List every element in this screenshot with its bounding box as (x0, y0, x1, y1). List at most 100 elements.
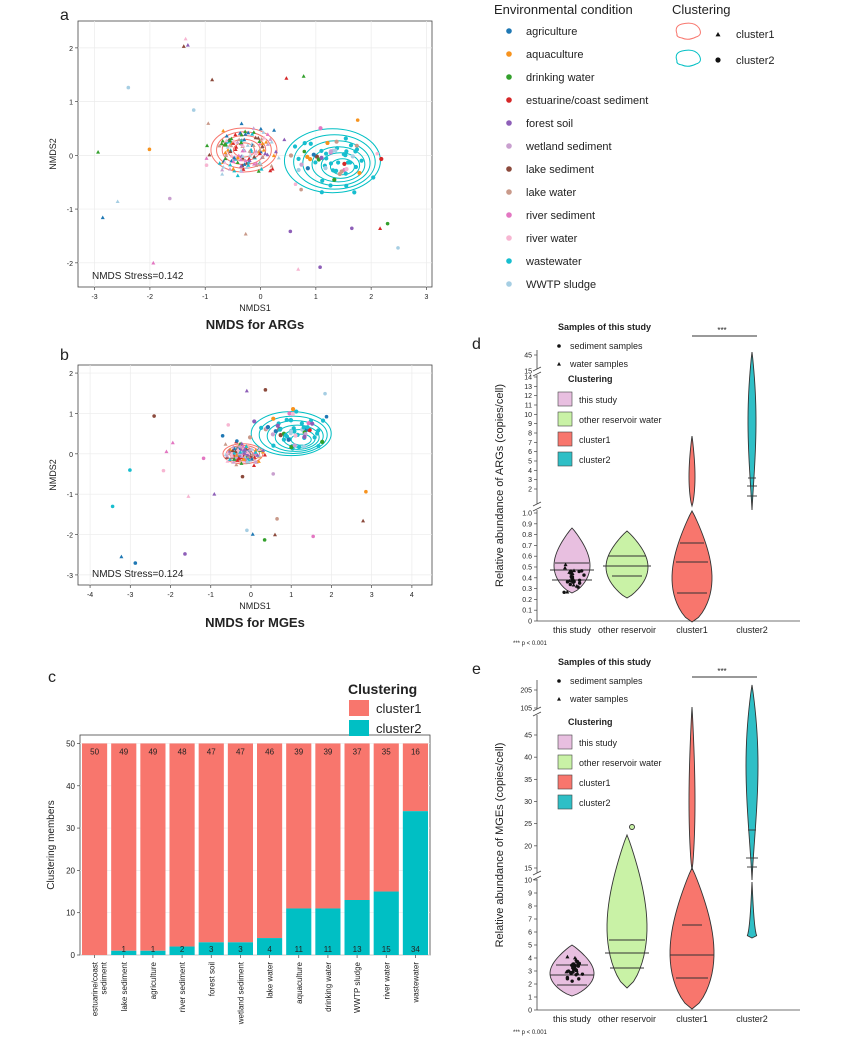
violin-mges-sample-sediment (576, 964, 581, 968)
bar-cluster2-label: 15 (382, 945, 391, 954)
bar-cluster1 (344, 743, 370, 900)
nmds-mges-point-cluster1 (225, 453, 230, 458)
nmds-mges-point-cluster2 (307, 427, 312, 433)
nmds-args-point-cluster1 (265, 132, 270, 136)
nmds-args-point-cluster2 (337, 171, 342, 177)
nmds-mges-point-cluster1 (230, 448, 235, 453)
bar-cluster1 (257, 743, 283, 939)
nmds-args-point-cluster1 (245, 143, 250, 147)
nmds-args-point-cluster1 (246, 130, 251, 135)
nmds-args-tick-label-y: 0 (69, 153, 73, 160)
bar-cluster1 (111, 743, 137, 951)
nmds-mges-point-cluster2 (296, 444, 302, 450)
violin-args-category-label: this study (553, 625, 592, 635)
nmds-mges-point-cluster2 (302, 444, 307, 449)
nmds-args-tick-label-y: -1 (67, 207, 73, 214)
bar-legend-label-cluster2: cluster2 (376, 721, 422, 736)
nmds-args-point-cluster2 (357, 170, 362, 176)
nmds-mges-point-cluster2 (290, 411, 295, 417)
nmds-args-point-outlier (243, 231, 248, 236)
nmds-mges-point-cluster2 (277, 427, 283, 432)
nmds-mges-x-axis-label: NMDS1 (239, 601, 271, 611)
violin-mges-tick-label-lower: 5 (528, 943, 532, 950)
nmds-args-point-cluster1 (240, 154, 245, 158)
nmds-args-point-cluster1 (242, 137, 247, 142)
nmds-args-point-cluster1 (234, 144, 239, 149)
nmds-args-point-cluster1 (239, 132, 244, 137)
nmds-args-stress-annotation: NMDS Stress=0.142 (92, 271, 184, 282)
nmds-args-tick-label-x: 0 (259, 294, 263, 301)
nmds-mges-point-outlier (323, 391, 327, 396)
nmds-mges-point-cluster1 (242, 454, 247, 459)
nmds-args-point-cluster1 (207, 152, 212, 157)
nmds-mges-point-outlier (133, 561, 138, 565)
violin-mges-category-label: cluster2 (736, 1014, 768, 1024)
violin-mges-sample-water (565, 954, 570, 959)
bar-cluster1-label: 47 (207, 747, 216, 756)
violin-args-sample-water (567, 570, 572, 574)
nmds-args-point-outlier (296, 267, 301, 271)
bar-category-label: agriculture (149, 961, 158, 999)
nmds-mges-tick-label-x: 2 (329, 592, 333, 599)
nmds-args-point-cluster2 (319, 190, 324, 195)
nmds-args-point-cluster2 (328, 149, 333, 154)
bar-cluster2 (286, 908, 312, 955)
violin-mges-violin-3 (745, 684, 759, 881)
violin-mges-sample-sediment (580, 972, 585, 976)
nmds-args-point-cluster2 (352, 190, 357, 195)
nmds-mges-point-cluster1 (249, 456, 254, 461)
nmds-args-point-cluster2 (334, 139, 339, 144)
violin-mges-violin-2 (688, 706, 696, 871)
bar-category-label: WWTP sludge (353, 961, 362, 1013)
nmds-mges-cluster2-contour (274, 424, 320, 450)
nmds-mges-tick-label-x: -1 (208, 592, 214, 599)
nmds-mges-point-cluster1 (252, 463, 257, 467)
nmds-args-point-cluster1 (222, 160, 227, 165)
nmds-mges-point-cluster2 (301, 425, 306, 430)
nmds-mges-point-cluster2 (247, 435, 253, 440)
violin-args-tick-label-lower: 0.9 (522, 521, 532, 528)
violin-mges-axis-break-mark (532, 870, 542, 881)
violin-args-tick-label-lower: 0.3 (522, 586, 532, 593)
bar-category-label: lake sediment (120, 961, 129, 1011)
violin-args-tick-label-middle: 8 (528, 431, 532, 438)
nmds-mges-point-cluster1 (240, 444, 245, 448)
nmds-mges-point-outlier (128, 468, 132, 472)
nmds-args-point-cluster1 (263, 151, 268, 156)
bar-cluster2 (198, 942, 224, 955)
nmds-mges-point-cluster2 (302, 434, 307, 439)
nmds-mges-point-cluster1 (242, 447, 247, 452)
violin-args-legend-clust-label: this study (579, 395, 618, 405)
nmds-args-point-cluster1 (229, 153, 234, 158)
nmds-args-tick-label-y: 2 (69, 46, 73, 53)
nmds-args-point-cluster2 (328, 161, 334, 166)
bar-category-label: river sediment (178, 961, 187, 1012)
nmds-args-point-cluster1 (206, 121, 211, 125)
violin-args-tick-label-upper: 15 (524, 369, 532, 376)
nmds-args-cluster2-contour (293, 134, 376, 190)
violin-mges-tick-label-upper: 105 (520, 706, 532, 713)
violin-args-tick-label-lower: 1.0 (522, 511, 532, 518)
violin-mges-sample-water (572, 955, 577, 960)
bar-tick-label-y: 30 (66, 824, 75, 833)
nmds-args-point-outlier (167, 196, 172, 201)
nmds-args-x-axis-label: NMDS1 (239, 303, 271, 313)
violin-args-significance-label: *** (717, 326, 726, 335)
violin-args-tick-label-upper: 45 (524, 353, 532, 360)
nmds-args-point-cluster1 (261, 130, 266, 134)
bar-cluster1-label: 50 (90, 747, 99, 756)
nmds-args-point-cluster1 (237, 137, 242, 142)
violin-args-tick-label-middle: 2 (528, 487, 532, 494)
nmds-mges-point-cluster2 (292, 429, 297, 434)
nmds-args-point-cluster1 (231, 166, 236, 171)
nmds-args-point-cluster1 (269, 163, 274, 168)
nmds-args-point-cluster1 (251, 126, 256, 130)
nmds-args-point-cluster1 (269, 139, 274, 144)
violin-mges-axis-break-mark (532, 706, 542, 717)
nmds-args-point-cluster1 (254, 149, 259, 153)
nmds-args-point-cluster2 (371, 175, 376, 180)
nmds-mges-point-cluster2 (286, 437, 291, 442)
nmds-mges-point-cluster2 (275, 423, 280, 428)
nmds-args-point-cluster1 (244, 160, 249, 165)
nmds-mges-point-outlier (275, 517, 279, 521)
